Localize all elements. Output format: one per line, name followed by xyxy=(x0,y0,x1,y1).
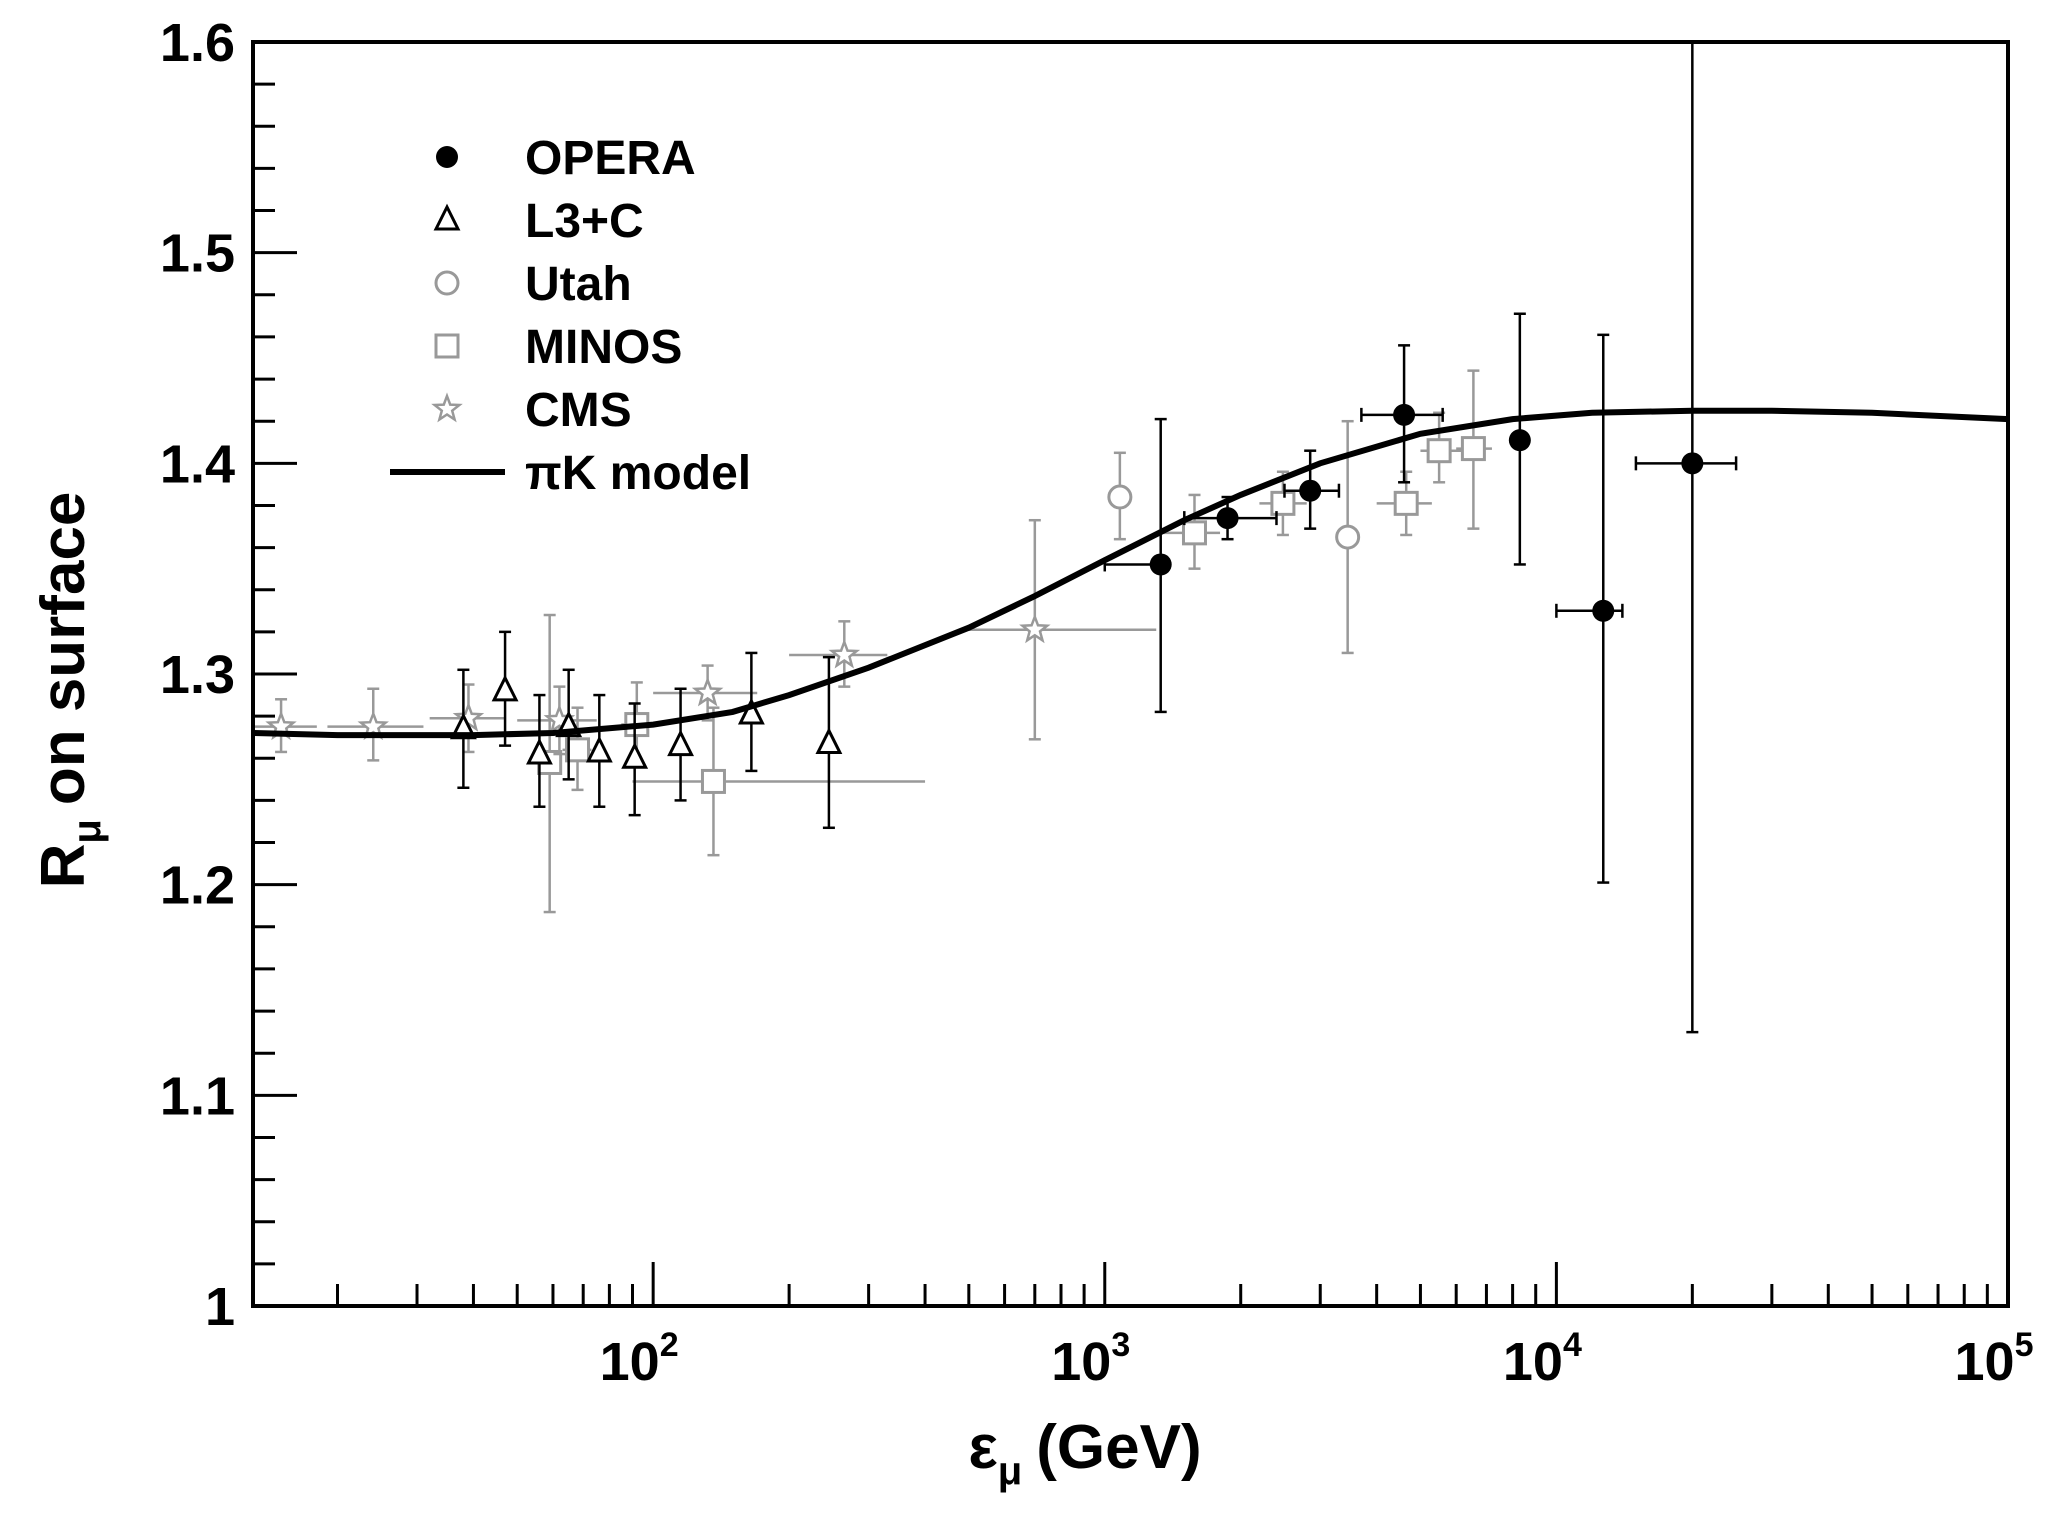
data-point-l3-c xyxy=(491,674,519,702)
y-tick-label: 1.4 xyxy=(160,434,235,494)
data-point-opera xyxy=(1216,507,1239,530)
x-tick-label: 102 xyxy=(600,1326,679,1392)
data-point-opera xyxy=(1393,403,1416,426)
data-point-minos xyxy=(565,737,591,763)
data-point-minos xyxy=(1460,436,1486,462)
series-k-model xyxy=(252,407,2009,739)
legend-label-opera: OPERA xyxy=(525,132,696,185)
y-tick-label: 1.5 xyxy=(160,224,235,284)
y-tick-label: 1 xyxy=(205,1277,235,1337)
data-point-l3-c xyxy=(737,697,765,725)
legend: OPERA L3+C Utah MINOS CMS πK model xyxy=(390,132,751,500)
legend-label-minos: MINOS xyxy=(525,321,682,374)
data-series xyxy=(252,40,2009,1034)
data-point-l3-c xyxy=(815,727,843,755)
data-point-opera xyxy=(1592,599,1615,622)
x-tick-labels: 102 103 104 105 xyxy=(600,1326,2034,1392)
data-point-l3-c xyxy=(526,737,553,765)
legend-label-k-model: πK model xyxy=(525,447,751,500)
y-tick-label: 1.2 xyxy=(160,856,235,916)
data-point-opera xyxy=(1508,429,1531,452)
series-opera xyxy=(1103,40,1738,1034)
legend-marker-minos xyxy=(434,333,460,359)
model-curve xyxy=(252,407,2009,739)
data-point-opera xyxy=(1681,452,1704,475)
x-axis-title: εμ (GeV) xyxy=(968,1413,1201,1493)
data-point-cms xyxy=(691,676,724,707)
legend-label-utah: Utah xyxy=(525,258,632,311)
series-utah xyxy=(1107,419,1361,655)
data-point-minos xyxy=(1181,520,1207,546)
y-tick-label: 1.6 xyxy=(160,13,235,73)
y-axis-title: Rμon surface xyxy=(29,492,109,889)
legend-marker-utah xyxy=(434,270,460,296)
legend-marker-cms xyxy=(431,392,463,423)
axis-ticks xyxy=(253,40,2010,1308)
data-point-utah xyxy=(1107,484,1133,510)
legend-label-cms: CMS xyxy=(525,384,632,437)
plot-frame xyxy=(251,40,2010,1308)
series-cms xyxy=(253,518,1157,762)
data-point-utah xyxy=(1335,524,1361,550)
data-point-l3-c xyxy=(667,729,694,757)
x-tick-label: 105 xyxy=(1955,1326,2034,1392)
data-point-cms xyxy=(828,638,861,669)
x-tick-label: 104 xyxy=(1503,1326,1582,1392)
data-point-minos xyxy=(700,768,726,794)
legend-marker-l3-c xyxy=(433,203,461,231)
data-point-minos xyxy=(1426,438,1452,464)
data-point-cms xyxy=(1019,613,1051,644)
y-tick-labels: 1 1.1 1.2 1.3 1.4 1.5 1.6 xyxy=(160,13,235,1337)
x-tick-label: 103 xyxy=(1051,1326,1130,1392)
y-tick-label: 1.1 xyxy=(160,1066,235,1126)
data-point-minos xyxy=(1270,490,1296,516)
legend-marker-opera xyxy=(436,146,458,168)
data-point-opera xyxy=(1299,479,1322,502)
y-tick-label: 1.3 xyxy=(160,645,235,705)
data-point-l3-c xyxy=(621,741,649,769)
data-point-minos xyxy=(1393,490,1419,516)
data-point-opera xyxy=(1149,553,1172,576)
data-point-l3-c xyxy=(585,735,613,763)
series-l3-c xyxy=(449,630,843,830)
legend-label-l3-c: L3+C xyxy=(525,195,644,248)
